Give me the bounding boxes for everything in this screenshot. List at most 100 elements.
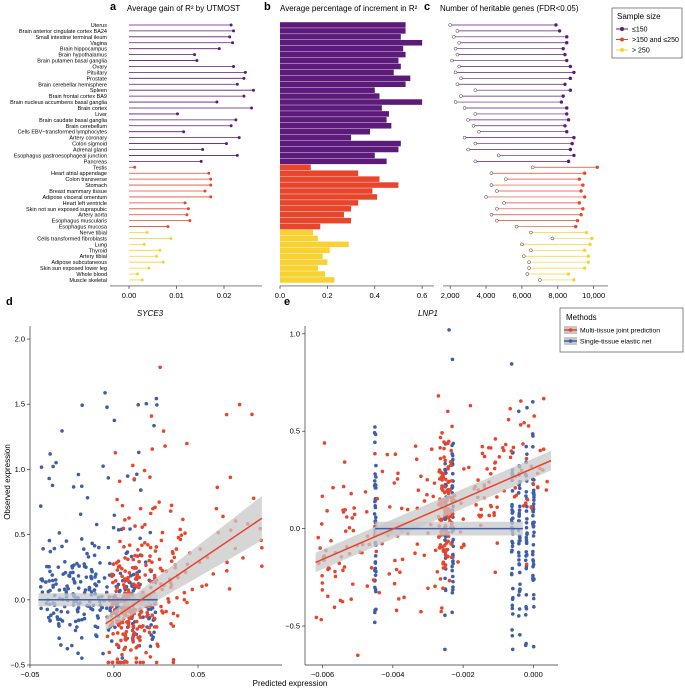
elastic-net-point	[450, 574, 455, 579]
joint-prediction-point	[514, 493, 519, 498]
joint-prediction-point	[136, 581, 141, 586]
joint-prediction-point	[519, 399, 523, 403]
joint-prediction-point	[179, 533, 184, 537]
elastic-net-point	[54, 582, 58, 586]
elastic-net-point	[92, 588, 97, 592]
heritable-end-point	[577, 177, 582, 181]
joint-prediction-point	[405, 507, 410, 512]
elastic-net-point	[524, 520, 529, 525]
joint-prediction-point	[158, 365, 162, 370]
elastic-net-point	[93, 624, 98, 629]
elastic-net-point	[373, 472, 377, 476]
joint-prediction-point	[422, 553, 427, 558]
panel-e-y-tick-label: −0.5	[285, 622, 300, 631]
gain-point	[169, 236, 173, 240]
heritable-end-point	[559, 100, 564, 104]
joint-prediction-point	[446, 491, 451, 496]
panel-e-y-tick-label: 0.0	[290, 524, 300, 533]
joint-prediction-point	[337, 561, 342, 566]
joint-prediction-point	[445, 547, 450, 552]
increment-bar	[280, 128, 371, 135]
gain-point	[136, 272, 140, 276]
heritable-start-point	[459, 76, 463, 81]
elastic-net-point	[373, 560, 378, 564]
elastic-net-point	[373, 589, 378, 594]
increment-bar	[280, 134, 352, 141]
joint-prediction-point	[138, 506, 143, 511]
elastic-net-point	[516, 409, 521, 414]
heritable-end-point	[568, 64, 573, 69]
elastic-net-point	[59, 609, 64, 614]
joint-prediction-point	[127, 543, 132, 547]
heritable-start-point	[457, 41, 461, 45]
elastic-net-point	[524, 606, 529, 611]
panel-b-tick-label: 0.2	[322, 291, 332, 300]
joint-prediction-point	[524, 562, 529, 567]
joint-prediction-point	[442, 484, 447, 489]
joint-prediction-point	[123, 645, 128, 650]
increment-bar	[280, 69, 394, 76]
elastic-net-point	[524, 494, 528, 498]
heritable-end-point	[565, 130, 569, 134]
heritable-start-point	[529, 230, 533, 235]
joint-prediction-point	[393, 452, 398, 456]
joint-prediction-point	[448, 460, 453, 464]
joint-prediction-point	[538, 448, 543, 453]
joint-prediction-fit-line	[315, 459, 552, 564]
panel-d-y-tick-label: 0.5	[15, 530, 25, 539]
joint-prediction-point	[105, 634, 110, 639]
joint-prediction-point	[341, 508, 345, 512]
joint-prediction-point	[380, 469, 385, 474]
elastic-net-point	[510, 544, 515, 549]
heritable-end-point	[582, 171, 587, 175]
tissue-label: Colon sigmoid	[72, 142, 107, 148]
tissue-label: Brain frontal cortex BA9	[49, 94, 107, 100]
increment-bar	[280, 259, 328, 265]
joint-prediction-point	[447, 578, 452, 583]
joint-prediction-point	[333, 574, 338, 579]
joint-prediction-point	[160, 568, 165, 573]
elastic-net-point	[447, 328, 451, 332]
elastic-net-point	[525, 532, 529, 537]
tissue-label: Breast mammary tissue	[49, 189, 107, 195]
elastic-net-point	[523, 613, 528, 617]
elastic-net-point	[372, 483, 377, 488]
joint-prediction-point	[338, 598, 343, 603]
elastic-net-point	[72, 581, 77, 585]
joint-prediction-point	[181, 517, 185, 522]
elastic-net-point	[71, 577, 76, 581]
heritable-start-point	[466, 147, 470, 152]
joint-prediction-point	[448, 514, 453, 519]
elastic-net-point	[525, 517, 529, 521]
elastic-net-point	[531, 559, 536, 564]
joint-prediction-point	[170, 550, 175, 554]
elastic-net-point	[524, 641, 528, 646]
joint-prediction-point	[148, 554, 152, 558]
elastic-net-point	[86, 555, 91, 559]
legend-label: >150 and ≤250	[632, 37, 679, 44]
elastic-net-point	[152, 423, 156, 428]
gain-point	[193, 53, 197, 57]
elastic-net-point	[87, 586, 92, 591]
elastic-net-point	[531, 522, 535, 527]
joint-prediction-point	[126, 575, 130, 580]
elastic-net-point	[517, 558, 521, 562]
panel-b-axis: 0.0 0.2 0.4 0.6	[275, 285, 434, 300]
elastic-net-point	[95, 614, 100, 618]
panel-e-x-tick-label: −0.006	[311, 670, 334, 679]
heritable-end-point	[572, 70, 576, 75]
increment-bar	[280, 140, 401, 147]
joint-prediction-point	[260, 564, 264, 568]
elastic-net-point	[510, 509, 515, 514]
joint-prediction-point	[137, 612, 142, 617]
increment-bar	[280, 39, 423, 46]
increment-bar	[280, 22, 406, 28]
joint-prediction-point	[121, 632, 125, 637]
heritable-start-point	[473, 159, 478, 164]
joint-prediction-point	[127, 516, 131, 520]
elastic-net-point	[50, 483, 55, 488]
gain-point	[209, 183, 213, 187]
joint-prediction-point	[140, 543, 144, 548]
gain-point	[242, 94, 246, 98]
elastic-net-point	[532, 530, 536, 535]
